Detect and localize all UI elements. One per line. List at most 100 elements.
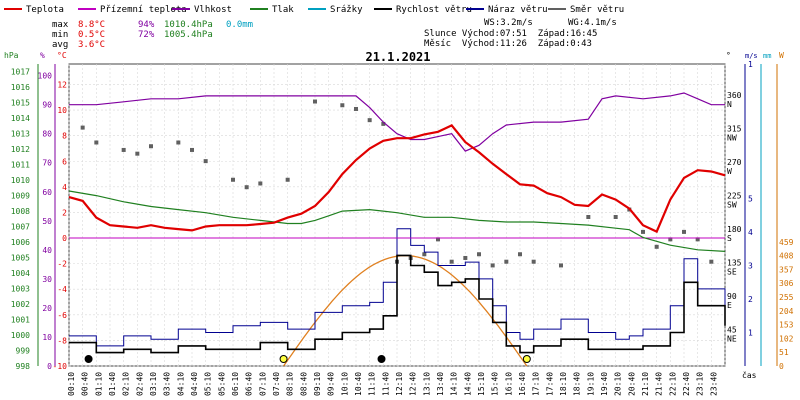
- wind-direction-point: [244, 185, 249, 190]
- stats-sun: Slunce Východ:07:51 Západ:16:45: [424, 29, 597, 39]
- x-tick-label: 02:10: [122, 372, 131, 396]
- x-tick-label: 06:10: [231, 372, 240, 396]
- legend-label-tlak: Tlak: [272, 5, 294, 15]
- legend-label-teplota: Teplota: [26, 5, 64, 15]
- direction-tick-label: 180: [727, 225, 742, 234]
- stats-label-min: min: [52, 30, 68, 40]
- wind-direction-point: [504, 259, 509, 264]
- wind-direction-point: [367, 118, 372, 123]
- x-tick-label: 10:10: [340, 372, 349, 396]
- moonrise-marker: [377, 355, 386, 363]
- temp-tick-label: 2: [62, 208, 67, 217]
- direction-tick-label: 45: [727, 325, 737, 334]
- temp-tick-label: 8: [62, 132, 67, 141]
- temp-tick-label: -8: [57, 336, 67, 345]
- radiation-tick-label: 204: [779, 307, 794, 316]
- temp-axis: 12 10 8 6 4 2 0 -2 -4 -6 -8 -10: [53, 80, 68, 371]
- temp-tick-label: -6: [57, 311, 67, 320]
- ms-tick-label: 2: [748, 295, 753, 304]
- temp-tick-label: 10: [57, 106, 67, 115]
- x-tick-label: 15:10: [477, 372, 486, 396]
- stats-label-max: max: [52, 20, 69, 30]
- legend-label-prizemni-teplota: Přízemní teplota: [100, 5, 187, 15]
- x-tick-label: 01:10: [94, 372, 103, 396]
- x-tick-label: 16:10: [504, 372, 513, 396]
- wind-direction-point: [490, 263, 495, 268]
- pct-tick-label: 50: [42, 217, 52, 226]
- x-tick-label: 04:40: [190, 372, 199, 396]
- stats-max-temp: 8.8°C: [78, 20, 105, 30]
- x-tick-label: 21:10: [641, 372, 650, 396]
- direction-tick-label: 315: [727, 124, 742, 133]
- stats-max-rain: 0.0mm: [226, 20, 253, 30]
- wind-direction-point: [613, 215, 618, 219]
- x-tick-label: 17:40: [545, 372, 554, 396]
- x-tick-label: 23:40: [709, 372, 718, 396]
- stats-block: max 8.8°C 94% 1010.4hPa 0.0mm min 0.5°C …: [52, 18, 617, 50]
- x-tick-label: 05:10: [204, 372, 213, 396]
- pct-tick-label: 20: [42, 304, 52, 313]
- wind-direction-point: [463, 255, 468, 260]
- x-tick-label: 22:10: [668, 372, 677, 396]
- stats-max-hum: 94%: [138, 20, 155, 30]
- axis-unit-temp: °C: [57, 51, 67, 60]
- stats-avg-temp: 3.6°C: [78, 40, 105, 50]
- wind-direction-point: [654, 244, 659, 249]
- x-tick-label: 00:40: [81, 372, 90, 396]
- wind-direction-point: [436, 237, 440, 242]
- direction-cardinal-label: NE: [727, 334, 737, 343]
- pct-tick-label: 10: [42, 333, 52, 342]
- hpa-tick-label: 1015: [11, 99, 30, 108]
- stats-label-avg: avg: [52, 40, 68, 50]
- pct-tick-label: 90: [42, 101, 52, 110]
- direction-tick-label: 225: [727, 191, 742, 200]
- hpa-tick-label: 1005: [11, 254, 30, 263]
- wind-direction-point: [80, 125, 85, 130]
- pct-tick-label: 100: [38, 72, 53, 81]
- temp-tick-label: 12: [57, 80, 67, 89]
- x-tick-label: 20:40: [627, 372, 636, 396]
- x-tick-label: 19:10: [586, 372, 595, 396]
- wind-direction-point: [518, 252, 522, 257]
- ms-tick-label: 1: [748, 60, 753, 69]
- x-tick-label: 09:10: [313, 372, 322, 396]
- radiation-tick-label: 408: [779, 252, 794, 261]
- direction-tick-label: 135: [727, 258, 742, 267]
- wind-direction-point: [477, 252, 481, 257]
- hpa-tick-label: 998: [16, 362, 31, 371]
- direction-cardinal-label: S: [727, 234, 732, 243]
- pct-tick-label: 80: [42, 130, 52, 139]
- stats-max-press: 1010.4hPa: [164, 20, 213, 30]
- direction-cardinal-label: W: [727, 167, 732, 176]
- x-tick-label: 03:40: [163, 372, 172, 396]
- legend: Teplota Přízemní teplota Vlhkost Tlak Sr…: [4, 5, 624, 15]
- stats-min-temp: 0.5°C: [78, 30, 105, 40]
- direction-tick-label: 360: [727, 91, 742, 100]
- hpa-tick-label: 1010: [11, 176, 30, 185]
- ms-tick-label: 4: [748, 228, 753, 237]
- series-layer: [68, 92, 726, 354]
- hpa-tick-label: 1014: [11, 114, 30, 123]
- x-tick-label: 21:40: [655, 372, 664, 396]
- axis-unit-mm: mm: [763, 52, 771, 60]
- hpa-tick-label: 1013: [11, 130, 30, 139]
- x-tick-label: 07:10: [258, 372, 267, 396]
- stats-ws: WS:3.2m/s: [484, 18, 533, 28]
- x-tick-label: 06:40: [245, 372, 254, 396]
- hpa-tick-label: 999: [16, 347, 31, 356]
- hpa-tick-label: 1016: [11, 83, 30, 92]
- sunset-marker: [522, 355, 531, 363]
- wind-direction-point: [668, 237, 673, 242]
- x-tick-label: 12:10: [395, 372, 404, 396]
- wind-direction-point: [354, 106, 358, 111]
- legend-label-srazky: Srážky: [330, 5, 363, 15]
- hpa-tick-label: 1011: [11, 161, 30, 170]
- wind-direction-point: [285, 177, 290, 182]
- sunrise-marker: [279, 355, 288, 363]
- legend-label-naraz-vetru: Náraz větru: [488, 5, 548, 15]
- wind-direction-point: [190, 147, 194, 152]
- x-tick-label: 22:40: [682, 372, 691, 396]
- wind-direction-point: [449, 259, 454, 264]
- ms-tick-label: 3: [748, 262, 753, 271]
